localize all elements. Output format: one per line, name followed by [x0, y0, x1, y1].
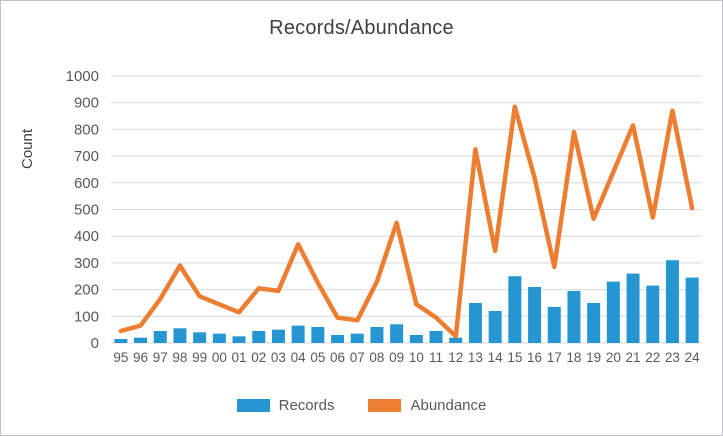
- legend-item-records: Records: [236, 397, 335, 414]
- bar-03: [271, 329, 285, 343]
- y-tick-600: 600: [74, 175, 99, 192]
- x-tick-18: 18: [566, 350, 581, 365]
- x-tick-97: 97: [153, 350, 168, 365]
- bar-12: [449, 337, 463, 343]
- x-tick-20: 20: [606, 350, 621, 365]
- x-tick-99: 99: [192, 350, 207, 365]
- x-tick-15: 15: [507, 350, 522, 365]
- y-tick-800: 800: [74, 121, 99, 138]
- x-tick-06: 06: [330, 350, 345, 365]
- bar-19: [587, 302, 601, 343]
- x-tick-07: 07: [350, 350, 365, 365]
- x-tick-04: 04: [291, 350, 307, 365]
- bar-15: [508, 276, 522, 343]
- bar-22: [646, 285, 660, 343]
- x-tick-08: 08: [369, 350, 384, 365]
- x-tick-19: 19: [586, 350, 601, 365]
- x-axis-labels: 95 96 97 98 99 00 01 02 03 04 05 06 07 08 09 10 11 12 13 14…: [113, 350, 700, 365]
- x-tick-05: 05: [310, 350, 325, 365]
- x-tick-17: 17: [547, 350, 562, 365]
- x-tick-22: 22: [645, 350, 660, 365]
- x-tick-95: 95: [113, 350, 128, 365]
- x-tick-98: 98: [172, 350, 187, 365]
- y-tick-1000: 1000: [66, 68, 99, 85]
- x-tick-00: 00: [212, 350, 227, 365]
- y-tick-300: 300: [74, 255, 99, 272]
- x-tick-96: 96: [133, 350, 148, 365]
- bar-06: [331, 334, 345, 343]
- records-swatch-icon: [236, 399, 270, 412]
- bar-20: [606, 281, 620, 343]
- bar-08: [370, 326, 384, 343]
- bar-96: [134, 337, 148, 343]
- bar-01: [232, 336, 246, 343]
- abundance-swatch-icon: [368, 399, 402, 412]
- x-tick-14: 14: [488, 350, 504, 365]
- x-tick-13: 13: [468, 350, 483, 365]
- legend: Records Abundance: [1, 397, 722, 414]
- x-tick-09: 09: [389, 350, 404, 365]
- x-tick-03: 03: [271, 350, 286, 365]
- x-tick-24: 24: [685, 350, 701, 365]
- y-tick-900: 900: [74, 95, 99, 112]
- x-tick-01: 01: [232, 350, 247, 365]
- y-axis-labels: 0 100 200 300 400 500 600 700 800 900 1000: [66, 68, 99, 352]
- y-tick-400: 400: [74, 228, 99, 245]
- bar-04: [291, 325, 305, 343]
- bar-24: [685, 277, 699, 343]
- bar-09: [390, 324, 404, 343]
- bar-13: [468, 302, 482, 343]
- x-tick-23: 23: [665, 350, 680, 365]
- bar-17: [547, 306, 561, 343]
- bar-05: [311, 326, 325, 343]
- x-tick-11: 11: [429, 350, 443, 365]
- bar-00: [212, 333, 226, 343]
- bar-23: [665, 260, 679, 343]
- bar-21: [626, 273, 640, 343]
- bar-07: [350, 333, 364, 343]
- bar-16: [528, 286, 542, 343]
- x-tick-10: 10: [409, 350, 424, 365]
- bar-95: [114, 338, 128, 343]
- y-tick-0: 0: [91, 335, 99, 352]
- x-tick-16: 16: [527, 350, 542, 365]
- bar-10: [409, 334, 423, 343]
- bar-97: [153, 330, 167, 343]
- abundance-line: [118, 104, 695, 339]
- bar-11: [429, 330, 443, 343]
- legend-label-abundance: Abundance: [410, 397, 487, 414]
- x-tick-21: 21: [626, 350, 641, 365]
- bar-02: [252, 330, 266, 343]
- x-tick-02: 02: [251, 350, 266, 365]
- bar-98: [173, 328, 187, 343]
- chart-title: Records/Abundance: [269, 17, 454, 39]
- y-tick-700: 700: [74, 148, 99, 165]
- x-tick-12: 12: [448, 350, 463, 365]
- bar-99: [193, 332, 207, 343]
- bar-18: [567, 290, 581, 343]
- y-tick-100: 100: [74, 308, 99, 325]
- bar-14: [488, 310, 502, 343]
- y-tick-200: 200: [74, 282, 99, 299]
- records-bars: [114, 260, 699, 343]
- y-tick-500: 500: [74, 202, 99, 219]
- legend-item-abundance: Abundance: [368, 397, 486, 414]
- legend-label-records: Records: [278, 397, 335, 414]
